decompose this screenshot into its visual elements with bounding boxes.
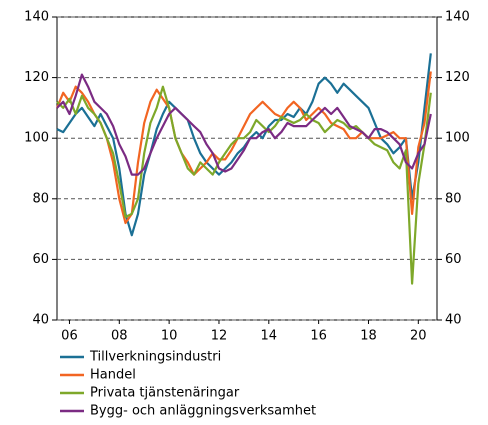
y2-tick-label: 80 bbox=[445, 191, 462, 206]
series-line bbox=[56, 53, 432, 237]
legend-label: Handel bbox=[90, 368, 136, 383]
y2-tick-label: 120 bbox=[445, 70, 470, 85]
x-tick-label: 06 bbox=[61, 329, 78, 344]
x-tick-label: 14 bbox=[261, 329, 278, 344]
x-tick-label: 16 bbox=[310, 329, 327, 344]
y2-tick-label: 60 bbox=[445, 252, 462, 267]
x-tick-label: 08 bbox=[111, 329, 128, 344]
y-tick-label: 40 bbox=[32, 313, 49, 328]
legend-label: Bygg- och anläggningsverksamhet bbox=[90, 404, 316, 419]
legend-label: Privata tjänstenäringar bbox=[90, 386, 240, 401]
y-tick-label: 140 bbox=[24, 10, 49, 25]
series-line bbox=[56, 85, 432, 285]
y-tick-label: 100 bbox=[24, 131, 49, 146]
x-tick-label: 18 bbox=[360, 329, 377, 344]
y2-tick-label: 100 bbox=[445, 131, 470, 146]
y-tick-label: 80 bbox=[32, 191, 49, 206]
legend-label: Tillverkningsindustri bbox=[89, 350, 221, 365]
y-tick-label: 60 bbox=[32, 252, 49, 267]
y2-tick-label: 140 bbox=[445, 10, 470, 25]
x-tick-label: 20 bbox=[410, 329, 427, 344]
y2-tick-label: 40 bbox=[445, 313, 462, 328]
x-tick-label: 12 bbox=[211, 329, 228, 344]
y-tick-label: 120 bbox=[24, 70, 49, 85]
series-line bbox=[56, 73, 432, 176]
x-tick-label: 10 bbox=[161, 329, 178, 344]
